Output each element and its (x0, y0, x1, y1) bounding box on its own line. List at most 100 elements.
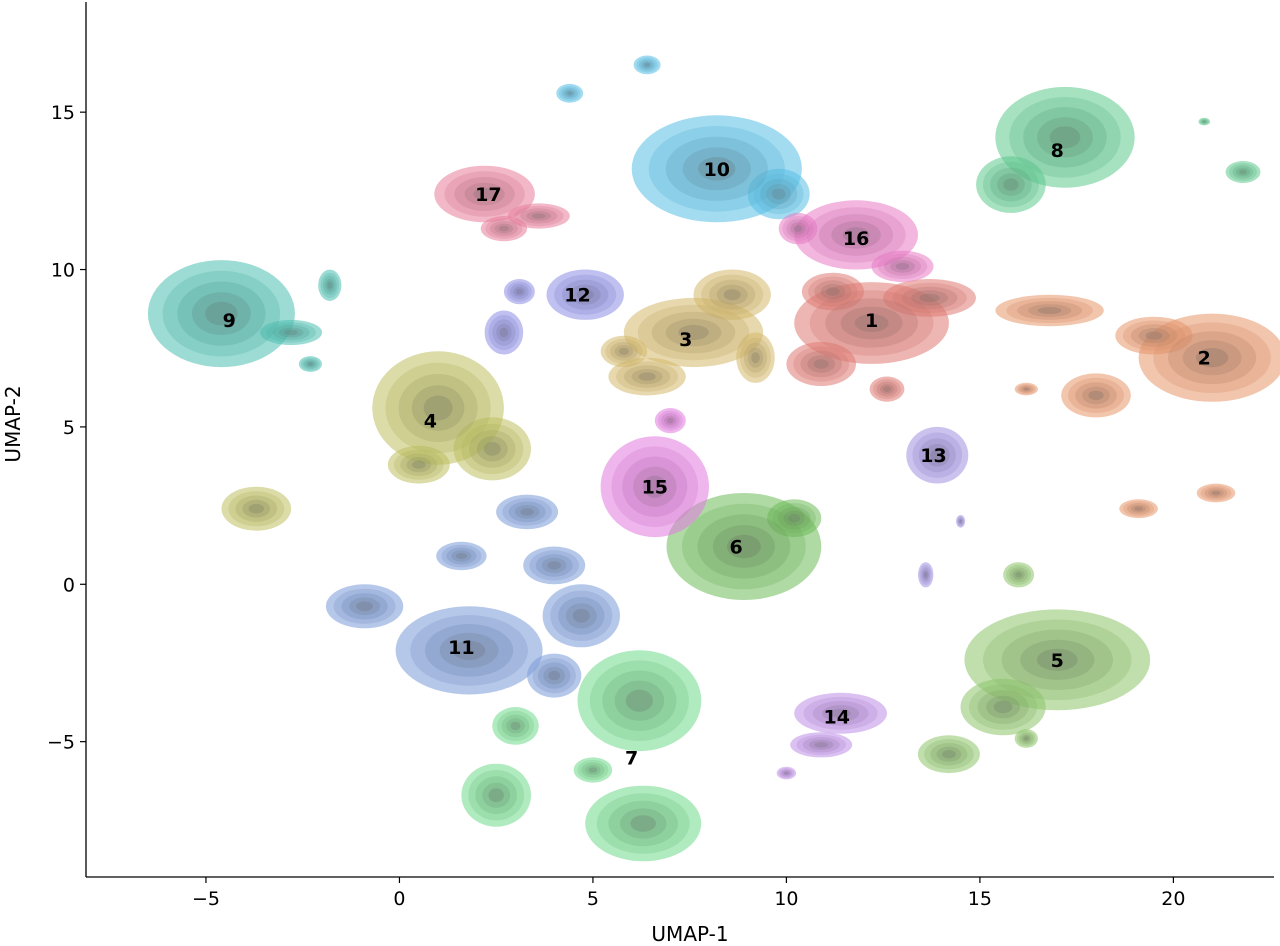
cluster-10-contour-0-1 (747, 168, 810, 220)
x-tick-label: 0 (393, 888, 405, 910)
cluster-14-contour-1-2 (778, 768, 795, 779)
cluster-6-contour-4-0 (726, 534, 761, 559)
cluster-1-contour-3-1 (807, 355, 836, 373)
cluster-4-contour-2-3 (235, 495, 278, 522)
cluster-10-contour-3-2 (564, 89, 576, 98)
cluster-7-contour-4-1 (630, 815, 656, 832)
cluster-10-contour-2-2 (561, 87, 578, 100)
cluster-12-contour-3-0 (569, 284, 601, 305)
cluster-1-contour-4-0 (854, 314, 889, 332)
cluster-1-contour-0-1 (786, 342, 856, 386)
cluster-9-contour-4-0 (205, 301, 238, 326)
cluster-7-density (461, 650, 702, 862)
cluster-4-contour-1-1 (461, 423, 524, 475)
cluster-2-contour-0-2 (995, 294, 1104, 327)
cluster-4-contour-4-3 (248, 503, 264, 514)
cluster-9-contour-4-3 (307, 362, 313, 366)
cluster-9-contour-1-3 (301, 357, 320, 371)
cluster-11-contour-1-5 (441, 544, 482, 568)
cluster-2-contour-4-4 (1023, 387, 1029, 391)
x-tick-label: 20 (1161, 888, 1185, 910)
cluster-5-contour-0-1 (960, 678, 1046, 736)
cluster-7-contour-2-4 (581, 762, 605, 778)
cluster-13-contour-2-2 (957, 517, 964, 526)
cluster-16-contour-2-1 (883, 257, 922, 276)
cluster-4-contour-0-2 (387, 445, 450, 484)
cluster-12-contour-1-1 (488, 314, 520, 351)
cluster-8-contour-4-3 (1203, 120, 1206, 123)
x-tick-label: 5 (587, 888, 599, 910)
cluster-2-contour-1-4 (1017, 384, 1036, 395)
cluster-17-contour-2-0 (454, 177, 515, 211)
cluster-label-4: 4 (424, 411, 437, 433)
cluster-11-contour-4-4 (520, 508, 534, 516)
cluster-7-contour-0-0 (577, 650, 702, 752)
cluster-3-contour-1-1 (701, 274, 764, 315)
cluster-8-contour-3-0 (1037, 117, 1093, 158)
cluster-11-contour-4-0 (452, 640, 486, 661)
y-tick-label: −5 (47, 732, 75, 754)
cluster-1-contour-0-2 (883, 279, 976, 317)
cluster-14-contour-4-1 (814, 742, 828, 748)
cluster-6-contour-3-0 (712, 525, 775, 568)
cluster-7-contour-3-2 (482, 782, 511, 808)
cluster-15-contour-0-0 (600, 436, 709, 538)
cluster-3-contour-3-0 (665, 318, 722, 347)
cluster-8-contour-0-3 (1198, 117, 1211, 126)
cluster-13-density (906, 426, 969, 588)
cluster-9-contour-1-1 (266, 322, 316, 343)
y-tick-label: 15 (51, 102, 75, 124)
cluster-3-contour-2-1 (709, 279, 756, 310)
cluster-8-contour-2-0 (1023, 107, 1107, 168)
cluster-10-contour-1-1 (753, 173, 804, 215)
cluster-13-contour-0-2 (956, 515, 966, 528)
cluster-11-contour-4-6 (548, 670, 561, 681)
cluster-12-contour-0-2 (503, 279, 535, 305)
cluster-13-contour-1-1 (919, 564, 932, 585)
cluster-14-contour-3-1 (808, 739, 834, 750)
cluster-6-contour-1-1 (772, 503, 816, 534)
cluster-14-contour-0-0 (794, 692, 887, 734)
cluster-2-contour-0-1 (1061, 373, 1131, 418)
cluster-3-contour-1-4 (740, 337, 771, 378)
cluster-3-contour-4-4 (751, 352, 760, 364)
cluster-4-contour-1-3 (228, 491, 285, 527)
cluster-11-contour-3-3 (541, 557, 567, 574)
cluster-13-contour-4-0 (930, 449, 945, 462)
cluster-12-density (484, 269, 624, 355)
cluster-7-contour-2-1 (608, 800, 678, 847)
cluster-7-contour-4-3 (510, 721, 521, 731)
cluster-16-density (778, 200, 934, 283)
cluster-4-contour-4-0 (423, 395, 453, 421)
cluster-9-contour-0-0 (147, 260, 295, 368)
cluster-13-contour-3-2 (958, 518, 963, 524)
cluster-5-contour-2-4 (1009, 567, 1028, 583)
cluster-9-contour-2-2 (322, 275, 337, 295)
cluster-13-contour-1-0 (912, 432, 963, 478)
cluster-12-contour-2-1 (492, 319, 516, 346)
cluster-7-contour-1-2 (468, 770, 525, 821)
cluster-17-contour-1-2 (485, 218, 523, 239)
cluster-6-contour-4-1 (788, 514, 801, 523)
cluster-13-contour-3-0 (924, 443, 950, 467)
cluster-5-contour-3-1 (986, 695, 1021, 719)
cluster-label-6: 6 (729, 537, 742, 559)
cluster-3-contour-1-3 (605, 338, 643, 364)
cluster-2-contour-0-6 (1196, 483, 1236, 503)
cluster-8-contour-2-3 (1200, 119, 1208, 124)
cluster-15-contour-3-1 (664, 415, 677, 426)
cluster-7-contour-3-0 (614, 680, 665, 721)
cluster-1-contour-1-4 (808, 276, 858, 307)
cluster-8-contour-4-1 (1003, 178, 1019, 191)
axes (85, 2, 1274, 878)
cluster-4-contour-3-0 (411, 385, 465, 431)
cluster-14-contour-1-1 (796, 734, 846, 755)
cluster-13-contour-2-1 (921, 567, 931, 583)
cluster-8-contour-1-2 (1229, 163, 1257, 181)
cluster-16-contour-0-1 (871, 250, 934, 283)
cluster-16-contour-2-0 (819, 214, 894, 256)
cluster-2-contour-3-1 (1082, 386, 1110, 405)
cluster-2-contour-2-2 (1017, 301, 1083, 320)
cluster-1-contour-3-2 (911, 290, 949, 306)
